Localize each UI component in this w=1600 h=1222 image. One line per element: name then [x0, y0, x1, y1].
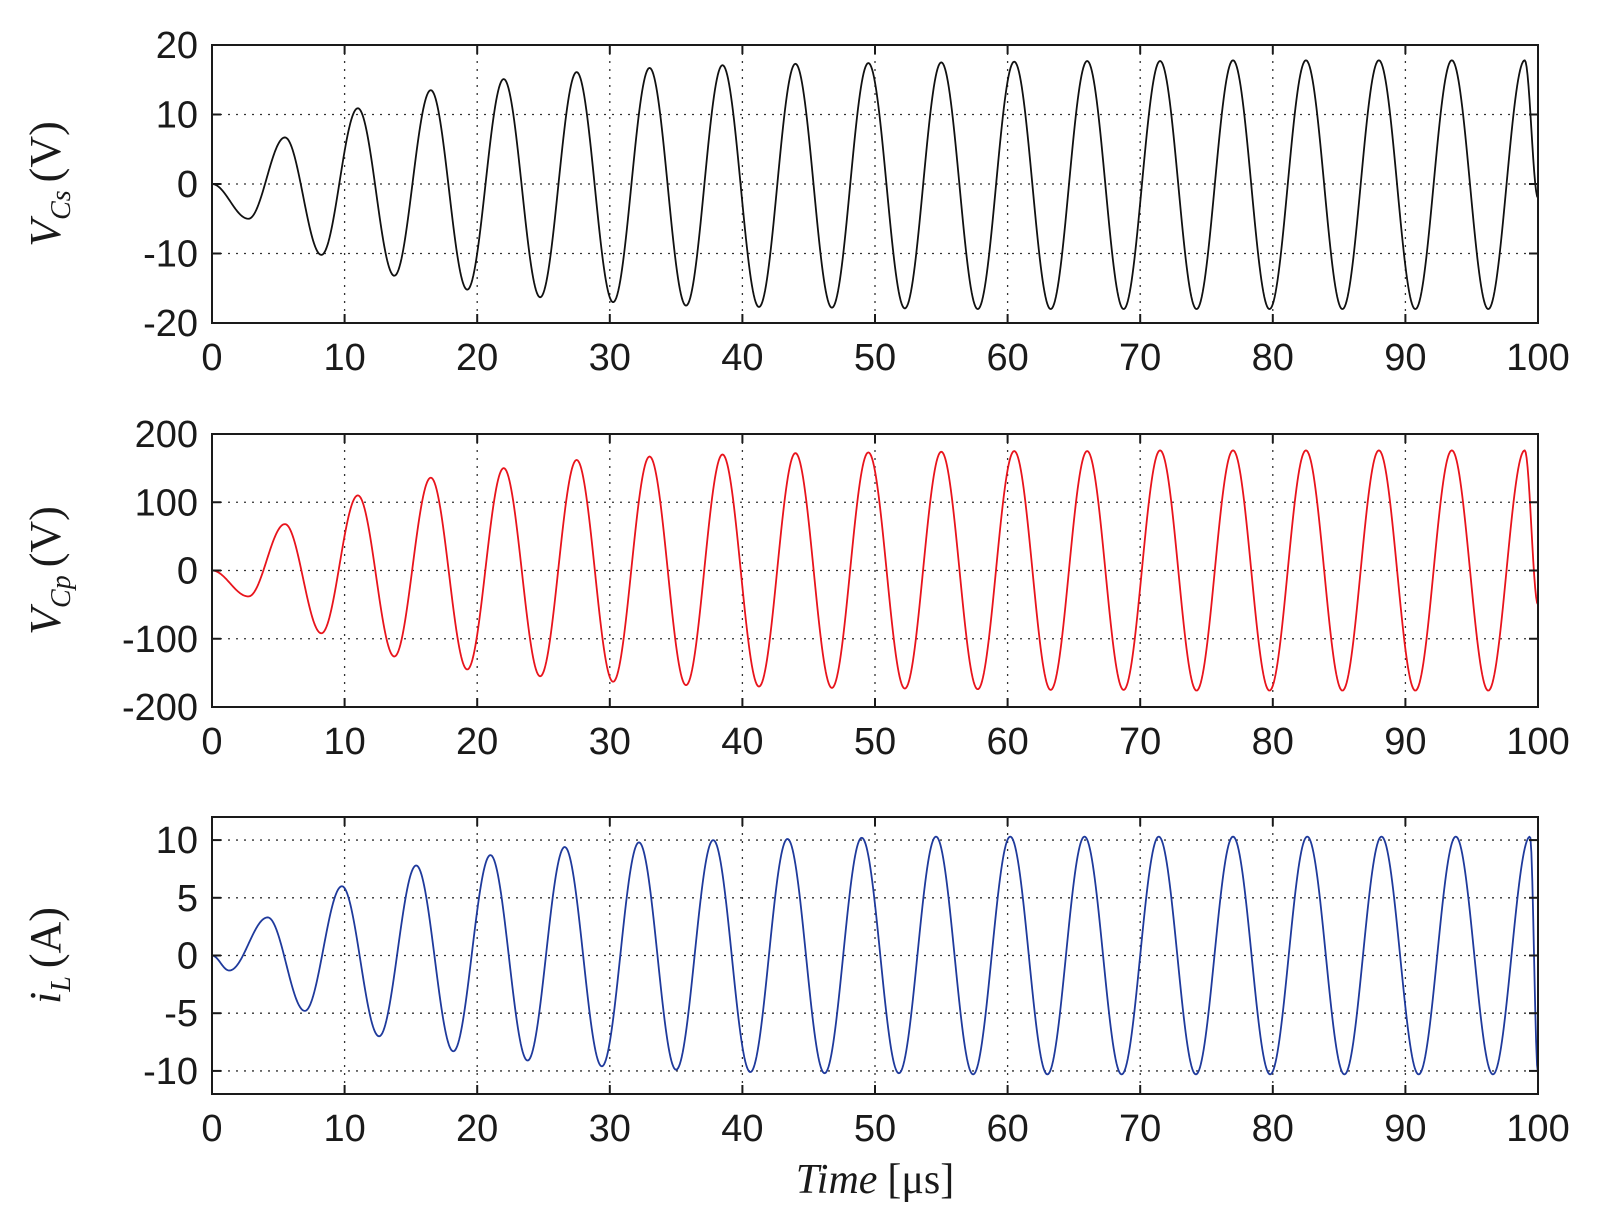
y-tick-label: 10	[156, 820, 198, 862]
x-tick-label: 40	[721, 721, 763, 763]
y-tick-label: 0	[177, 936, 198, 978]
panel-vcp: 0 10 20 30 40 50 60 70 80 90 100 -200 -100 0 100 200 VCp…	[21, 414, 1570, 763]
x-tick-label: 30	[589, 1108, 631, 1150]
x-tick-label: 50	[854, 337, 896, 379]
y-tick-label: 0	[177, 164, 198, 206]
x-tick-label: 20	[456, 337, 498, 379]
x-tick-label: 100	[1506, 337, 1569, 379]
x-tick-label: 0	[201, 721, 222, 763]
x-tick-label: 0	[201, 1108, 222, 1150]
x-tick-label: 10	[323, 721, 365, 763]
x-tick-label: 100	[1506, 1108, 1569, 1150]
x-tick-label: 20	[456, 721, 498, 763]
x-tick-label: 60	[986, 337, 1028, 379]
y-tick-label: 100	[135, 482, 198, 524]
x-tick-label: 80	[1252, 1108, 1294, 1150]
x-tick-label: 30	[589, 721, 631, 763]
x-tick-label: 50	[854, 721, 896, 763]
x-tick-label: 10	[323, 337, 365, 379]
x-tick-label: 30	[589, 337, 631, 379]
series-line	[211, 449, 1539, 692]
x-tick-label: 40	[721, 1108, 763, 1150]
series-line	[211, 59, 1539, 310]
x-axis-label: Time [μs]	[796, 1157, 955, 1203]
y-tick-label: 20	[156, 25, 198, 67]
x-tick-label: 20	[456, 1108, 498, 1150]
y-tick-label: -5	[164, 993, 198, 1035]
y-tick-label: 10	[156, 95, 198, 137]
x-axis-title: Time [μs]	[796, 1157, 955, 1203]
x-tick-label: 90	[1384, 337, 1426, 379]
y-axis-label: VCs(V)	[21, 121, 77, 247]
y-tick-label: 5	[177, 878, 198, 920]
x-tick-label: 70	[1119, 337, 1161, 379]
x-tick-label: 60	[986, 1108, 1028, 1150]
y-tick-label: -100	[122, 619, 198, 661]
x-tick-label: 80	[1252, 721, 1294, 763]
x-tick-label: 50	[854, 1108, 896, 1150]
x-tick-label: 80	[1252, 337, 1294, 379]
x-tick-label: 100	[1506, 721, 1569, 763]
x-tick-label: 70	[1119, 1108, 1161, 1150]
x-tick-label: 90	[1384, 1108, 1426, 1150]
y-tick-label: 0	[177, 551, 198, 593]
series-line	[211, 835, 1539, 1076]
x-tick-label: 90	[1384, 721, 1426, 763]
x-tick-label: 0	[201, 337, 222, 379]
y-tick-label: -200	[122, 687, 198, 729]
y-tick-label: 200	[135, 414, 198, 456]
x-tick-label: 10	[323, 1108, 365, 1150]
panel-il: 0 10 20 30 40 50 60 70 80 90 100 -10 -5 0 5 10 iL(A)	[21, 816, 1570, 1150]
y-axis-label: iL(A)	[21, 907, 77, 1004]
y-tick-label: -10	[143, 1051, 198, 1093]
x-tick-label: 60	[986, 721, 1028, 763]
y-tick-label: -10	[143, 234, 198, 276]
y-tick-label: -20	[143, 303, 198, 345]
y-axis-label: VCp(V)	[21, 506, 77, 635]
panel-vcs: 0 10 20 30 40 50 60 70 80 90 100 -20 -10 0 10 20 VCs(V)	[21, 25, 1570, 379]
x-tick-label: 70	[1119, 721, 1161, 763]
x-tick-label: 40	[721, 337, 763, 379]
